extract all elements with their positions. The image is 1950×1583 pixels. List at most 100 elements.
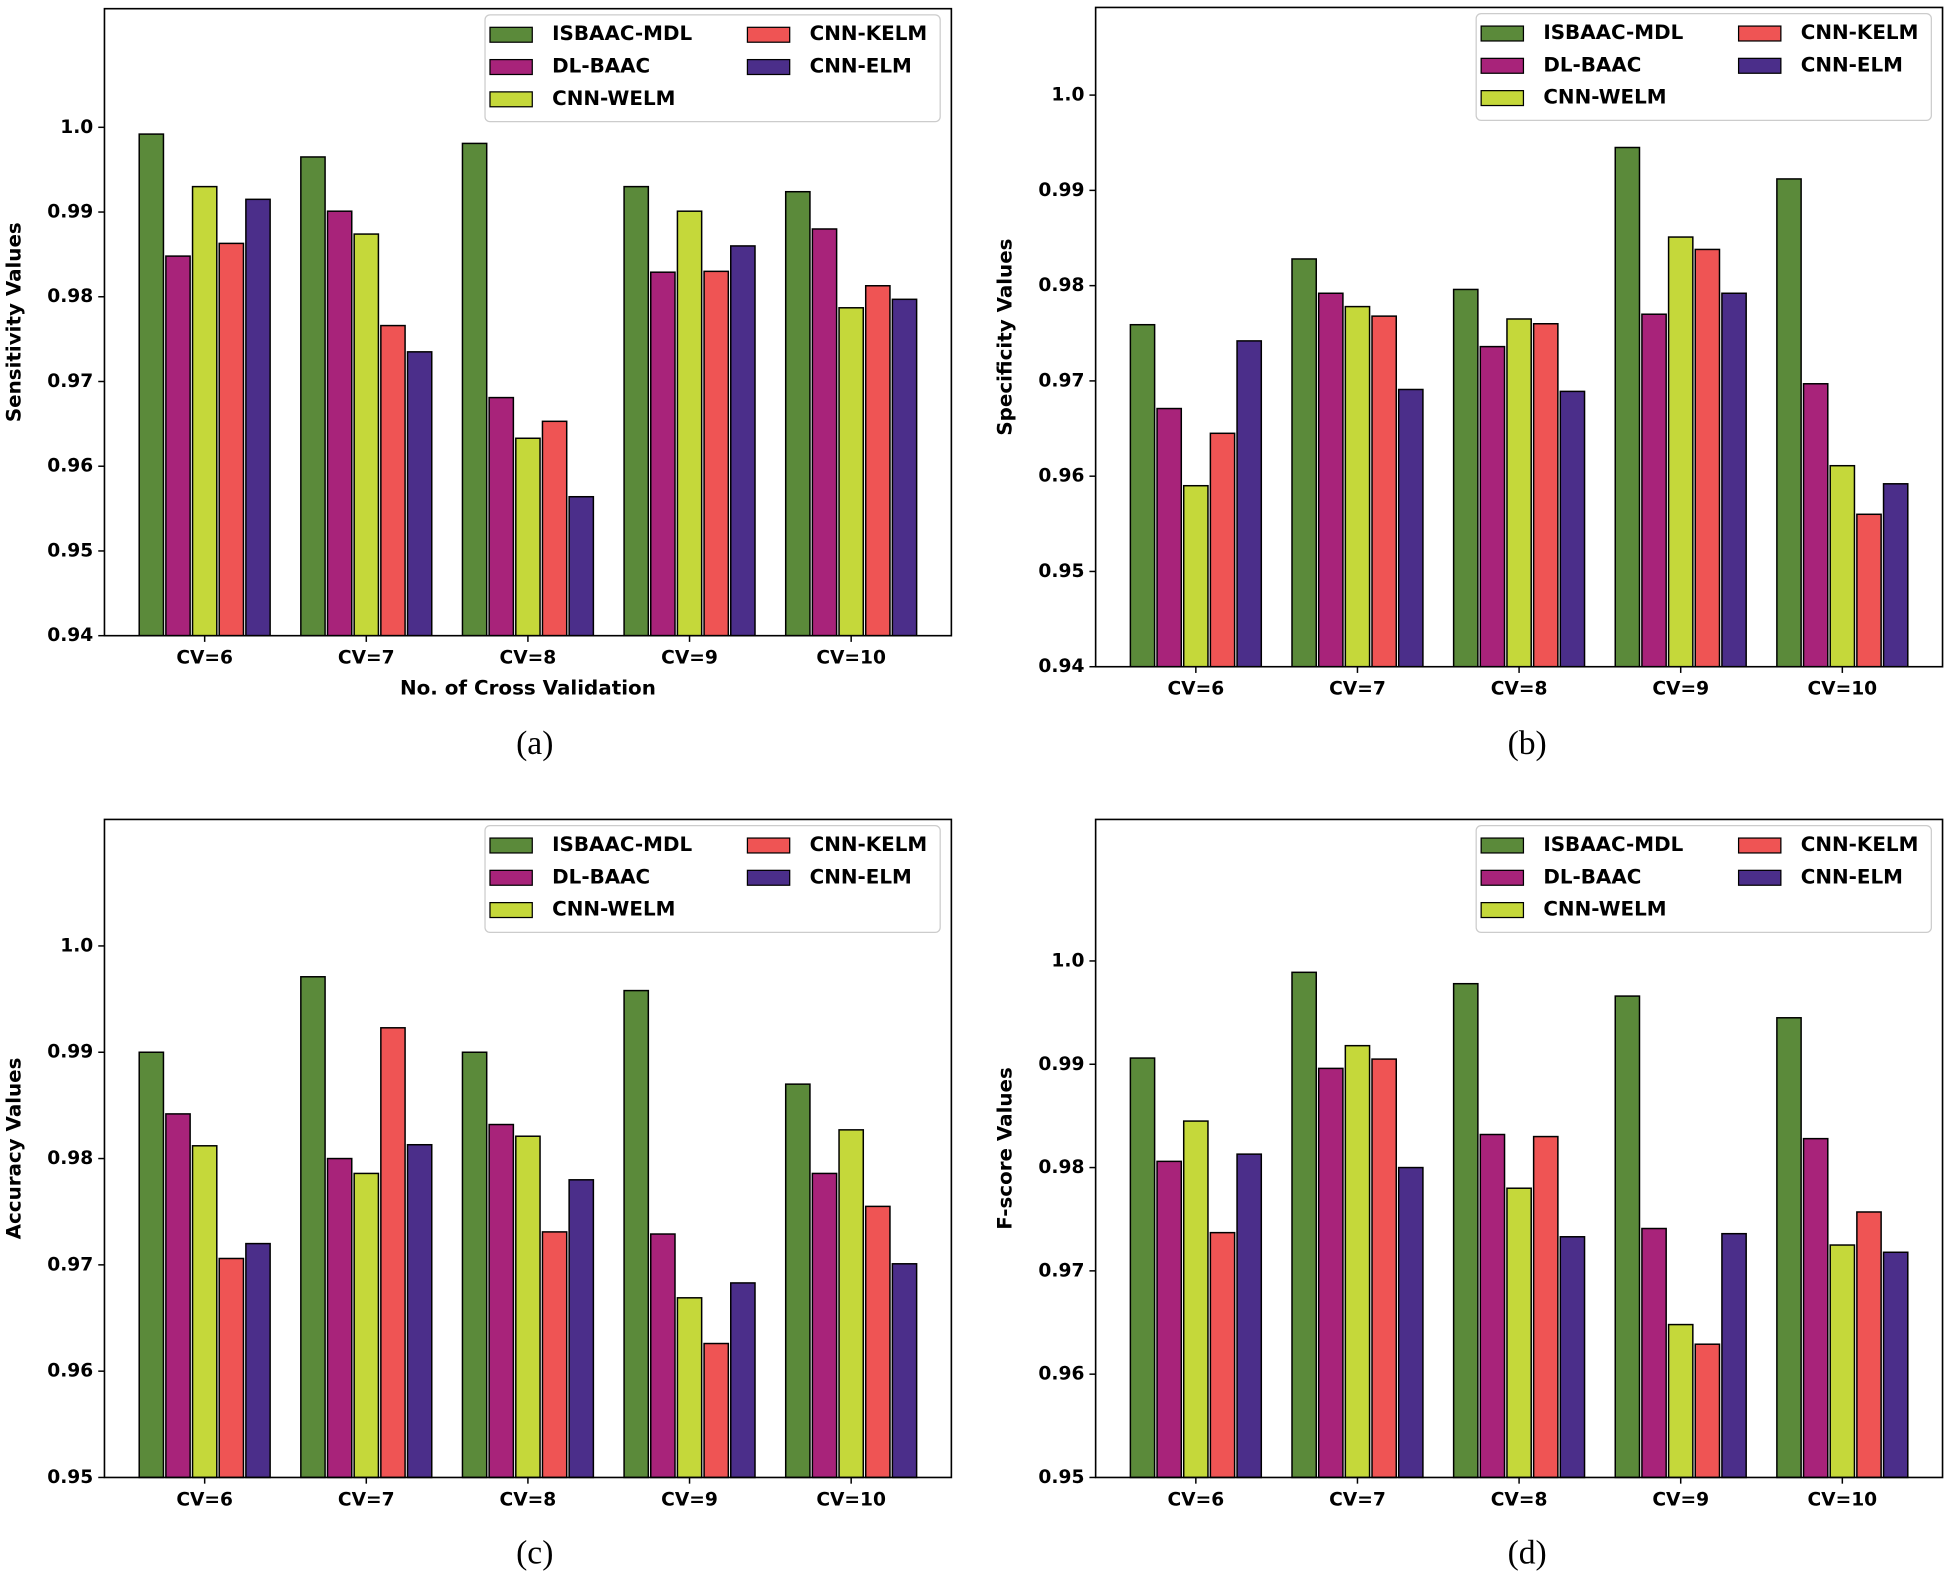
caption: (b) [1508,725,1547,762]
bar [1317,1067,1344,1479]
bar [1829,464,1856,668]
legend-label: CNN-ELM [810,865,912,888]
legend-label: DL-BAAC [552,865,650,888]
legend-label: CNN-ELM [1801,865,1903,888]
bar [515,1135,541,1479]
bar [623,185,650,637]
bar [730,245,756,637]
y-tick-label: 0.99 [1038,180,1084,201]
y-tick-label: 0.97 [47,371,93,392]
y-tick-label: 0.96 [1038,1364,1084,1385]
bar [1371,315,1397,668]
bar [676,1297,703,1479]
bar [1506,1187,1532,1479]
bar [1667,1323,1694,1479]
bar [488,1123,515,1479]
y-tick-label: 0.98 [1038,275,1084,296]
bar [891,298,918,637]
bar [1452,288,1479,668]
bar [1156,407,1183,668]
bar [541,1231,568,1479]
bar [1641,1227,1667,1479]
x-tick-label: CV=6 [176,648,233,669]
bar [1371,1058,1397,1479]
bar [245,1242,271,1479]
bar [1344,1044,1371,1479]
bar [191,185,218,637]
x-tick-label: CV=8 [1491,1489,1548,1510]
caption: (a) [516,725,553,762]
y-tick-label: 0.98 [1038,1157,1084,1178]
bar [353,233,380,637]
bar [1802,1137,1829,1479]
x-tick-label: CV=8 [500,1489,557,1510]
legend-label: ISBAAC-MDL [552,833,692,856]
y-tick-label: 0.97 [47,1254,93,1275]
legend-label: DL-BAAC [552,55,650,78]
bar [1209,1231,1236,1479]
legend-box [1475,13,1932,122]
bar [784,190,811,637]
y-axis-label: Sensitivity Values [2,222,25,422]
x-tick-label: CV=10 [816,1489,886,1510]
bar [1209,432,1236,668]
bar [1694,248,1721,668]
bar [353,1172,380,1479]
bar [461,1051,488,1479]
bar [406,351,433,637]
bar [1776,178,1802,668]
y-tick-label: 0.96 [1038,466,1084,487]
bar [488,396,515,637]
y-tick-label: 0.94 [1038,656,1084,677]
bar [541,420,568,637]
y-tick-label: 0.99 [1038,1054,1084,1075]
bar [300,976,326,1479]
bar [1614,995,1641,1479]
bar [1667,236,1694,668]
x-tick-label: CV=7 [338,648,395,669]
y-tick-label: 0.95 [1038,1467,1084,1488]
bar [1182,1120,1209,1479]
legend-swatch [1480,869,1525,886]
bar [191,1145,218,1479]
bar [165,255,191,637]
bar [784,1083,811,1479]
y-tick-label: 0.95 [47,540,93,561]
bar [1882,1251,1909,1479]
legend-label: CNN-KELM [810,22,928,45]
bar [245,198,271,637]
bar [1291,971,1317,1479]
y-tick-label: 0.97 [1038,370,1084,391]
bar [1776,1017,1802,1479]
bar [1614,146,1641,668]
y-tick-label: 0.98 [47,1148,93,1169]
caption: (d) [1508,1534,1547,1571]
x-tick-label: CV=10 [1807,1489,1877,1510]
plot-frame [103,818,953,1479]
y-tick-label: 0.94 [47,625,93,646]
bar [811,228,838,637]
y-axis-label: F-score Values [994,1067,1017,1230]
bar [1802,383,1829,668]
bar [1397,1166,1424,1479]
legend-swatch [1480,90,1525,107]
bar [380,324,406,637]
legend-swatch [1737,837,1782,854]
y-tick-label: 0.95 [47,1467,93,1488]
x-tick-label: CV=9 [1652,1489,1709,1510]
y-tick-label: 1.0 [1051,85,1084,106]
bar [1156,1160,1183,1479]
legend-swatch [489,58,533,76]
bar [138,1051,165,1479]
bar [165,1113,191,1479]
bar [1532,323,1559,668]
y-tick-label: 1.0 [60,935,93,956]
y-tick-label: 0.98 [47,286,93,307]
chart: 0.94 0.95 0.96 0.97 0.98 0.99 1.0 CV=6 CV=7 CV=8 C… [994,6,1944,762]
legend-swatch [1737,25,1782,42]
x-tick-label: CV=6 [1167,679,1224,700]
legend-label: CNN-ELM [1801,53,1903,76]
bar [1829,1244,1856,1479]
bar [1694,1343,1721,1479]
y-tick-label: 1.0 [1051,950,1084,971]
